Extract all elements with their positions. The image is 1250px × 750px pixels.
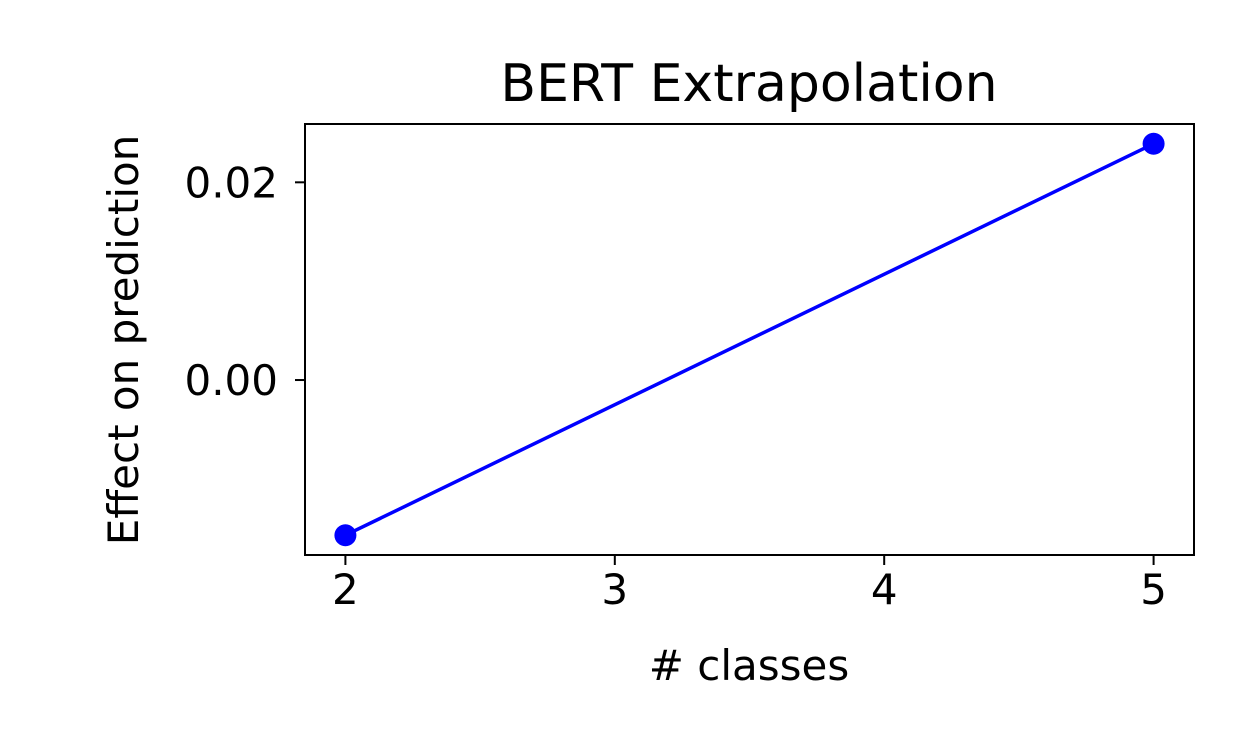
y-axis-label: Effect on prediction xyxy=(99,135,148,546)
x-tick-label: 5 xyxy=(1140,565,1167,614)
x-axis-label: # classes xyxy=(649,641,850,690)
data-point xyxy=(334,524,357,547)
series-layer xyxy=(334,132,1165,547)
x-tick-label: 3 xyxy=(601,565,628,614)
y-tick-label: 0.02 xyxy=(184,158,278,207)
data-point xyxy=(1142,132,1165,155)
plot-area: 2 3 4 5 0.00 0.02 xyxy=(184,123,1195,614)
x-tick-label: 2 xyxy=(332,565,359,614)
series-line xyxy=(344,142,1155,537)
chart-title: BERT Extrapolation xyxy=(500,54,997,114)
y-tick-label: 0.00 xyxy=(184,356,278,405)
x-tick-label: 4 xyxy=(871,565,898,614)
x-axis-ticks: 2 3 4 5 xyxy=(332,555,1167,614)
y-axis-ticks: 0.00 0.02 xyxy=(184,158,305,405)
